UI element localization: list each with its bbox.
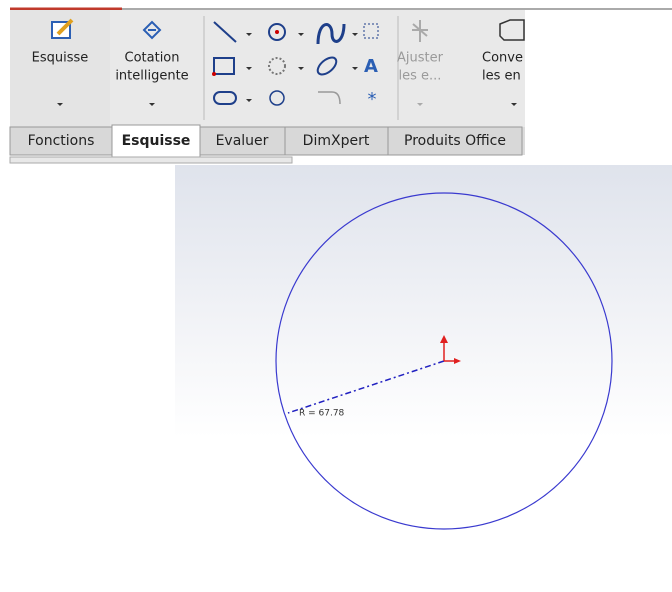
- tab[interactable]: DimXpert: [285, 127, 388, 155]
- button-label: Conve: [482, 51, 523, 66]
- page: {"toolbar": {"buttons": [ {"lines": ["Es…: [0, 0, 672, 592]
- panel-strip: [10, 157, 292, 163]
- screen: Esquisse Cotation intelligente A * Ajust…: [0, 0, 672, 592]
- tab-label: Produits Office: [404, 133, 506, 149]
- button-label: intelligente: [115, 69, 188, 84]
- tab-label: Evaluer: [216, 133, 269, 149]
- viewport[interactable]: [175, 165, 672, 555]
- svg-text:*: *: [368, 89, 377, 110]
- tab[interactable]: Produits Office: [388, 127, 522, 155]
- tab[interactable]: Fonctions: [10, 127, 112, 155]
- tab-label: DimXpert: [303, 133, 370, 149]
- tab[interactable]: Evaluer: [200, 127, 285, 155]
- tab-label: Fonctions: [28, 133, 95, 149]
- button-label: Ajuster: [397, 51, 444, 66]
- button-label: Esquisse: [32, 51, 89, 66]
- button-label: les en: [482, 69, 521, 84]
- button-label: les e...: [399, 69, 442, 84]
- tab[interactable]: Esquisse: [112, 125, 200, 157]
- dimension-label[interactable]: R = 67.78: [299, 409, 345, 419]
- button-label: Cotation: [125, 51, 180, 66]
- svg-text:A: A: [364, 56, 378, 77]
- tab-label: Esquisse: [122, 133, 191, 149]
